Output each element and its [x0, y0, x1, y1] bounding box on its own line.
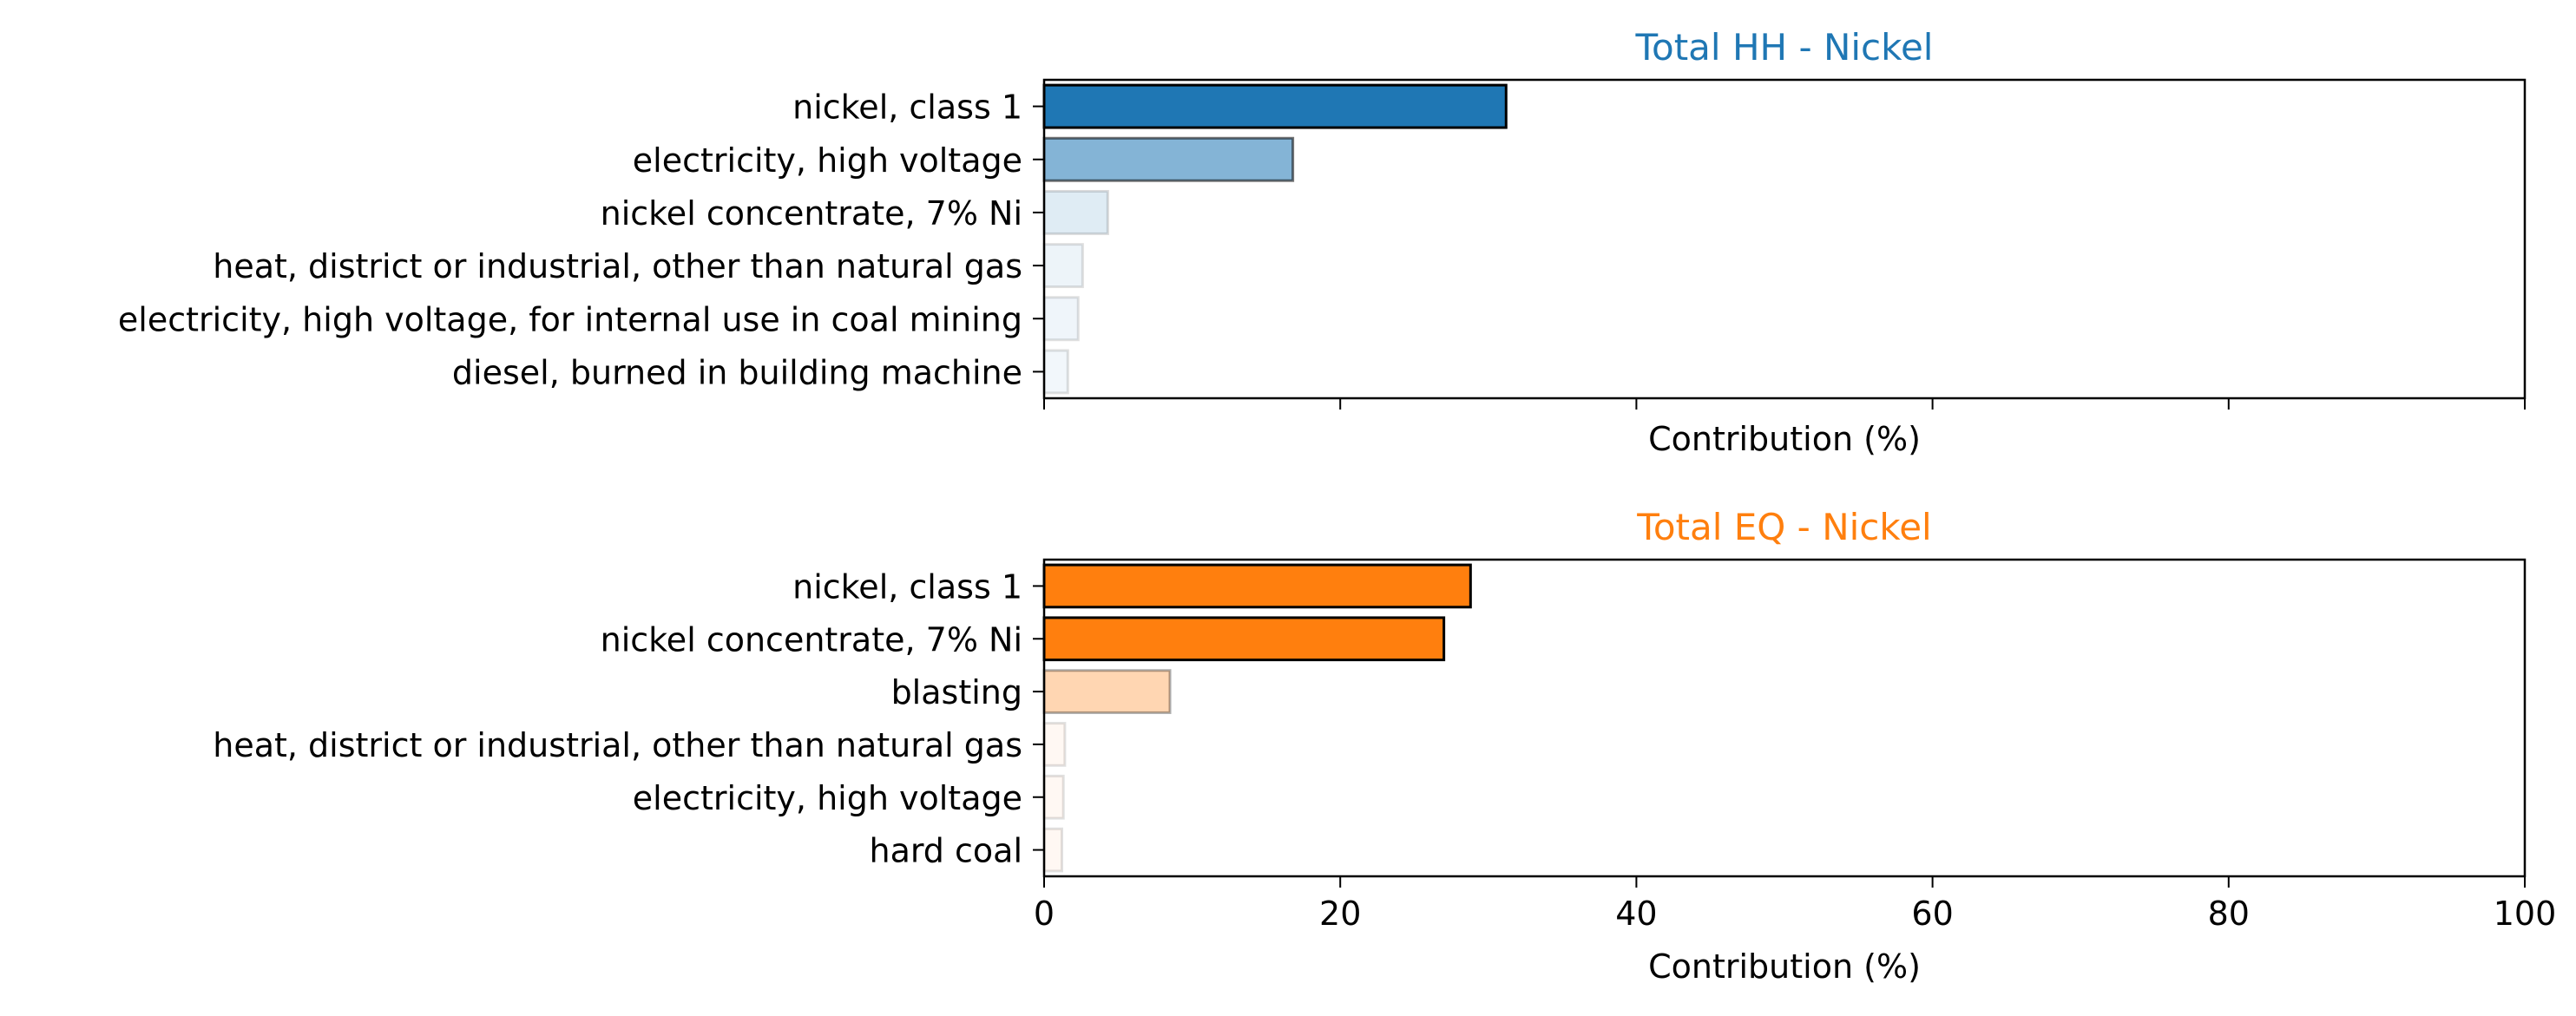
chart-title-1: Total HH - Nickel [1635, 26, 1934, 69]
xtick-label-2-1: 0 [1034, 895, 1055, 933]
category-label-1-4: heat, district or industrial, other than… [213, 247, 1022, 285]
axes-frame-1 [1042, 78, 2527, 400]
category-label-1-2: electricity, high voltage [633, 141, 1022, 180]
category-label-2-1: nickel, class 1 [792, 567, 1022, 606]
x-axis-label-1: Contribution (%) [1648, 420, 1921, 458]
bar-1-3 [1042, 189, 1109, 235]
xtick-label-2-6: 100 [2494, 895, 2557, 933]
bar-1-4 [1042, 243, 1084, 289]
xtick-label-2-3: 40 [1615, 895, 1657, 933]
bar-1-1 [1042, 83, 1508, 129]
category-label-2-6: hard coal [869, 832, 1022, 870]
bar-2-1 [1042, 563, 1472, 609]
bar-1-2 [1042, 136, 1295, 182]
bar-2-3 [1042, 669, 1172, 714]
axes-frame-2 [1042, 558, 2527, 878]
bar-1-5 [1042, 296, 1080, 342]
x-axis-label-2: Contribution (%) [1648, 947, 1921, 986]
xtick-label-2-5: 80 [2208, 895, 2250, 933]
category-label-2-5: electricity, high voltage [633, 779, 1022, 817]
bar-2-4 [1042, 722, 1067, 767]
category-label-1-5: electricity, high voltage, for internal … [118, 300, 1022, 338]
category-label-1-3: nickel concentrate, 7% Ni [601, 194, 1022, 233]
category-label-2-2: nickel concentrate, 7% Ni [601, 620, 1022, 659]
chart-title-2: Total EQ - Nickel [1636, 506, 1931, 548]
category-label-1-6: diesel, burned in building machine [452, 353, 1022, 391]
bar-2-5 [1042, 774, 1065, 820]
category-label-1-1: nickel, class 1 [792, 88, 1022, 127]
category-label-2-3: blasting [891, 673, 1022, 711]
xtick-label-2-4: 60 [1911, 895, 1953, 933]
bar-1-6 [1042, 349, 1069, 395]
bar-2-2 [1042, 616, 1446, 662]
bar-2-6 [1042, 827, 1063, 873]
xtick-label-2-2: 20 [1319, 895, 1361, 933]
category-label-2-4: heat, district or industrial, other than… [213, 726, 1022, 764]
